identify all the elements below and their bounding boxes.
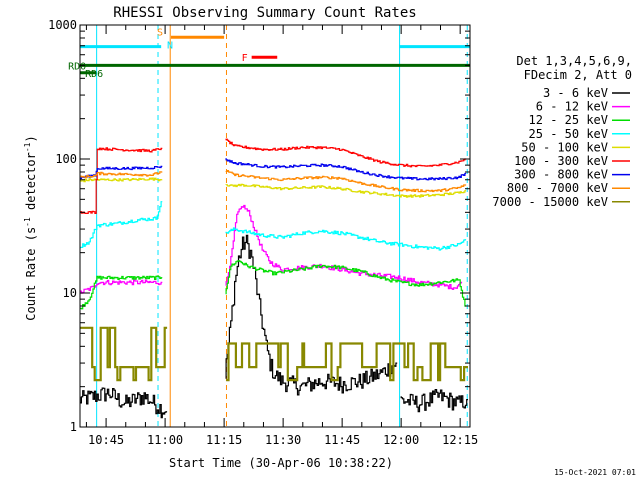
y-tick-label: 1000 bbox=[48, 18, 77, 32]
y-axis-label-tail: detector bbox=[24, 152, 38, 217]
series-6-segment-1 bbox=[225, 158, 467, 181]
x-axis-label: Start Time (30-Apr-06 10:38:22) bbox=[169, 456, 393, 470]
flag-label-rd6: RD6 bbox=[85, 69, 103, 80]
legend-entry-label: 100 - 300 keV bbox=[514, 154, 608, 168]
x-tick-label: 11:45 bbox=[324, 433, 360, 447]
legend: Det 1,3,4,5,6,9, FDecim 2, Att 0 3 - 6 k… bbox=[492, 54, 632, 209]
legend-entry-label: 12 - 25 keV bbox=[529, 113, 608, 127]
x-tick-label: 11:00 bbox=[147, 433, 183, 447]
plot-frame bbox=[79, 24, 471, 428]
y-tick-label: 10 bbox=[63, 286, 77, 300]
series-4-segment-0 bbox=[80, 177, 163, 183]
footer-timestamp: 15-Oct-2021 07:01 bbox=[554, 468, 636, 477]
legend-entry-label: 3 - 6 keV bbox=[543, 86, 608, 100]
legend-header-line-2: FDecim 2, Att 0 bbox=[524, 68, 632, 82]
legend-entry-label: 6 - 12 keV bbox=[536, 100, 608, 114]
y-tick-label: 100 bbox=[55, 152, 77, 166]
y-axis-label-close: ) bbox=[24, 135, 38, 142]
series-0-segment-1 bbox=[225, 234, 398, 396]
chart-title: RHESSI Observing Summary Count Rates bbox=[113, 5, 416, 21]
x-tick-label: 11:30 bbox=[265, 433, 301, 447]
series-1-segment-1 bbox=[225, 204, 463, 290]
series-8-segment-0 bbox=[80, 326, 168, 382]
x-tick-label: 11:15 bbox=[206, 433, 242, 447]
series-5-segment-0 bbox=[80, 147, 163, 214]
y-axis-label-main: Count Rate (s bbox=[24, 227, 38, 321]
flag-label-n: N bbox=[167, 41, 173, 52]
series-0-segment-2 bbox=[400, 389, 468, 413]
y-axis-label-sup2: -1 bbox=[23, 142, 32, 152]
series-5-segment-1 bbox=[225, 138, 467, 168]
series-8-segment-1 bbox=[226, 342, 468, 382]
y-axis-label: Count Rate (s-1 detector-1) bbox=[23, 135, 38, 320]
legend-entry-label: 800 - 7000 keV bbox=[507, 181, 608, 195]
legend-entry-label: 300 - 800 keV bbox=[514, 168, 608, 182]
flag-label-rd0: RD0 bbox=[68, 61, 86, 72]
y-axis-label-sup: -1 bbox=[23, 217, 32, 227]
legend-header-line-1: Det 1,3,4,5,6,9, bbox=[516, 54, 632, 68]
legend-entry-label: 50 - 100 keV bbox=[521, 140, 608, 154]
data-layer bbox=[80, 25, 470, 427]
series-3-segment-0 bbox=[80, 201, 163, 249]
x-tick-label: 10:45 bbox=[88, 433, 124, 447]
x-tick-label: 12:00 bbox=[383, 433, 419, 447]
series-3-segment-1 bbox=[225, 227, 467, 251]
flag-label-f: F bbox=[242, 53, 248, 64]
flag-label-s: S bbox=[157, 27, 163, 38]
series-2-segment-0 bbox=[80, 275, 163, 310]
series-2-segment-1 bbox=[225, 260, 467, 307]
legend-entry-label: 25 - 50 keV bbox=[529, 127, 608, 141]
x-tick-label: 12:15 bbox=[442, 433, 478, 447]
series-7-segment-0 bbox=[80, 171, 163, 179]
series-7-segment-1 bbox=[225, 170, 467, 193]
legend-entry-label: 7000 - 15000 keV bbox=[492, 195, 608, 209]
y-tick-label: 1 bbox=[70, 420, 77, 434]
series-0-segment-0 bbox=[80, 387, 168, 419]
series-4-segment-1 bbox=[225, 183, 467, 198]
